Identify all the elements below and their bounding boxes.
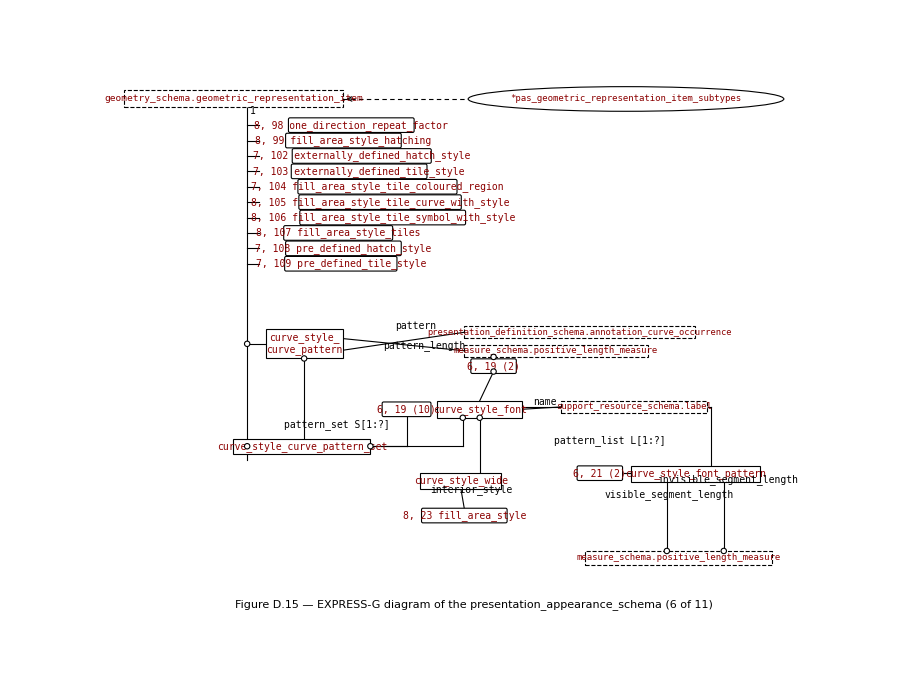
FancyBboxPatch shape	[284, 226, 393, 240]
Circle shape	[664, 549, 670, 553]
Bar	[420, 473, 502, 489]
Bar	[464, 344, 648, 357]
Text: measure_schema.positive_length_measure: measure_schema.positive_length_measure	[577, 553, 781, 562]
Text: *pas_geometric_representation_item_subtypes: *pas_geometric_representation_item_subty…	[510, 95, 742, 103]
FancyBboxPatch shape	[299, 210, 466, 225]
Bar	[464, 326, 695, 338]
Text: geometry_schema.geometric_representation_item: geometry_schema.geometric_representation…	[104, 95, 363, 103]
Text: 6, 21 (2): 6, 21 (2)	[574, 469, 626, 478]
Text: 8, 23 fill_area_style: 8, 23 fill_area_style	[403, 510, 526, 521]
Circle shape	[301, 356, 307, 361]
Text: 6, 19 (10): 6, 19 (10)	[377, 404, 436, 414]
FancyBboxPatch shape	[292, 148, 432, 164]
Text: invisible_segment_length: invisible_segment_length	[657, 473, 797, 484]
Text: pattern_list L[1:?]: pattern_list L[1:?]	[553, 435, 665, 446]
FancyBboxPatch shape	[286, 133, 401, 148]
Bar	[124, 90, 344, 108]
Text: 8, 99 fill_area_style_hatching: 8, 99 fill_area_style_hatching	[255, 135, 432, 146]
Text: 1: 1	[249, 106, 255, 116]
Text: measure_schema.positive_length_measure: measure_schema.positive_length_measure	[454, 346, 658, 355]
Circle shape	[245, 444, 249, 449]
Text: support_resource_schema.label: support_resource_schema.label	[555, 402, 711, 411]
Ellipse shape	[468, 87, 784, 111]
Text: visible_segment_length: visible_segment_length	[604, 489, 734, 500]
FancyBboxPatch shape	[383, 402, 431, 417]
Text: 8, 107 fill_area_style_tiles: 8, 107 fill_area_style_tiles	[256, 228, 420, 239]
Text: 6, 19 (2): 6, 19 (2)	[468, 361, 520, 371]
FancyBboxPatch shape	[285, 257, 397, 271]
Text: curve_style_wide: curve_style_wide	[414, 475, 508, 486]
Bar	[437, 401, 522, 417]
Circle shape	[721, 549, 726, 553]
Text: curve_style_font: curve_style_font	[432, 404, 527, 415]
Text: pattern_length: pattern_length	[383, 340, 466, 351]
Text: 8, 98 one_direction_repeat_factor: 8, 98 one_direction_repeat_factor	[254, 119, 448, 130]
Bar	[561, 401, 707, 413]
Circle shape	[245, 341, 249, 346]
FancyBboxPatch shape	[288, 118, 414, 132]
FancyBboxPatch shape	[421, 509, 507, 523]
FancyBboxPatch shape	[291, 164, 427, 179]
FancyBboxPatch shape	[298, 195, 461, 210]
Circle shape	[491, 369, 496, 374]
Text: curve_style_curve_pattern_set: curve_style_curve_pattern_set	[216, 441, 387, 452]
Text: Figure D.15 — EXPRESS-G diagram of the presentation_appearance_schema (6 of 11): Figure D.15 — EXPRESS-G diagram of the p…	[235, 600, 712, 611]
Bar	[631, 466, 760, 482]
FancyBboxPatch shape	[286, 241, 401, 256]
FancyBboxPatch shape	[578, 466, 623, 480]
Text: curve_style_
curve_pattern: curve_style_ curve_pattern	[266, 332, 342, 355]
Bar	[266, 329, 343, 359]
Text: pattern_set S[1:?]: pattern_set S[1:?]	[285, 419, 390, 430]
Circle shape	[491, 354, 496, 359]
Text: curve_style_font_pattern: curve_style_font_pattern	[625, 469, 766, 480]
Text: 7, 108 pre_defined_hatch_style: 7, 108 pre_defined_hatch_style	[255, 243, 432, 254]
Circle shape	[460, 415, 466, 420]
Text: 8, 105 fill_area_style_tile_curve_with_style: 8, 105 fill_area_style_tile_curve_with_s…	[250, 197, 509, 208]
Text: 7, 103 externally_defined_tile_style: 7, 103 externally_defined_tile_style	[253, 166, 465, 177]
Text: presentation_definition_schema.annotation_curve_occurrence: presentation_definition_schema.annotatio…	[428, 328, 732, 337]
Bar	[233, 439, 371, 454]
Text: 7, 109 pre_defined_tile_style: 7, 109 pre_defined_tile_style	[256, 258, 426, 269]
Text: name: name	[534, 397, 557, 406]
Bar	[585, 551, 772, 565]
FancyBboxPatch shape	[471, 359, 517, 373]
Text: 7, 104 fill_area_style_tile_coloured_region: 7, 104 fill_area_style_tile_coloured_reg…	[251, 181, 504, 193]
Circle shape	[477, 415, 482, 420]
Text: 8, 106 fill_area_style_tile_symbol_with_style: 8, 106 fill_area_style_tile_symbol_with_…	[250, 212, 515, 223]
Circle shape	[368, 444, 373, 449]
Text: 7, 102 externally_defined_hatch_style: 7, 102 externally_defined_hatch_style	[253, 150, 470, 161]
Text: interior_style: interior_style	[430, 484, 512, 495]
Text: pattern: pattern	[395, 322, 436, 331]
FancyBboxPatch shape	[298, 179, 457, 194]
